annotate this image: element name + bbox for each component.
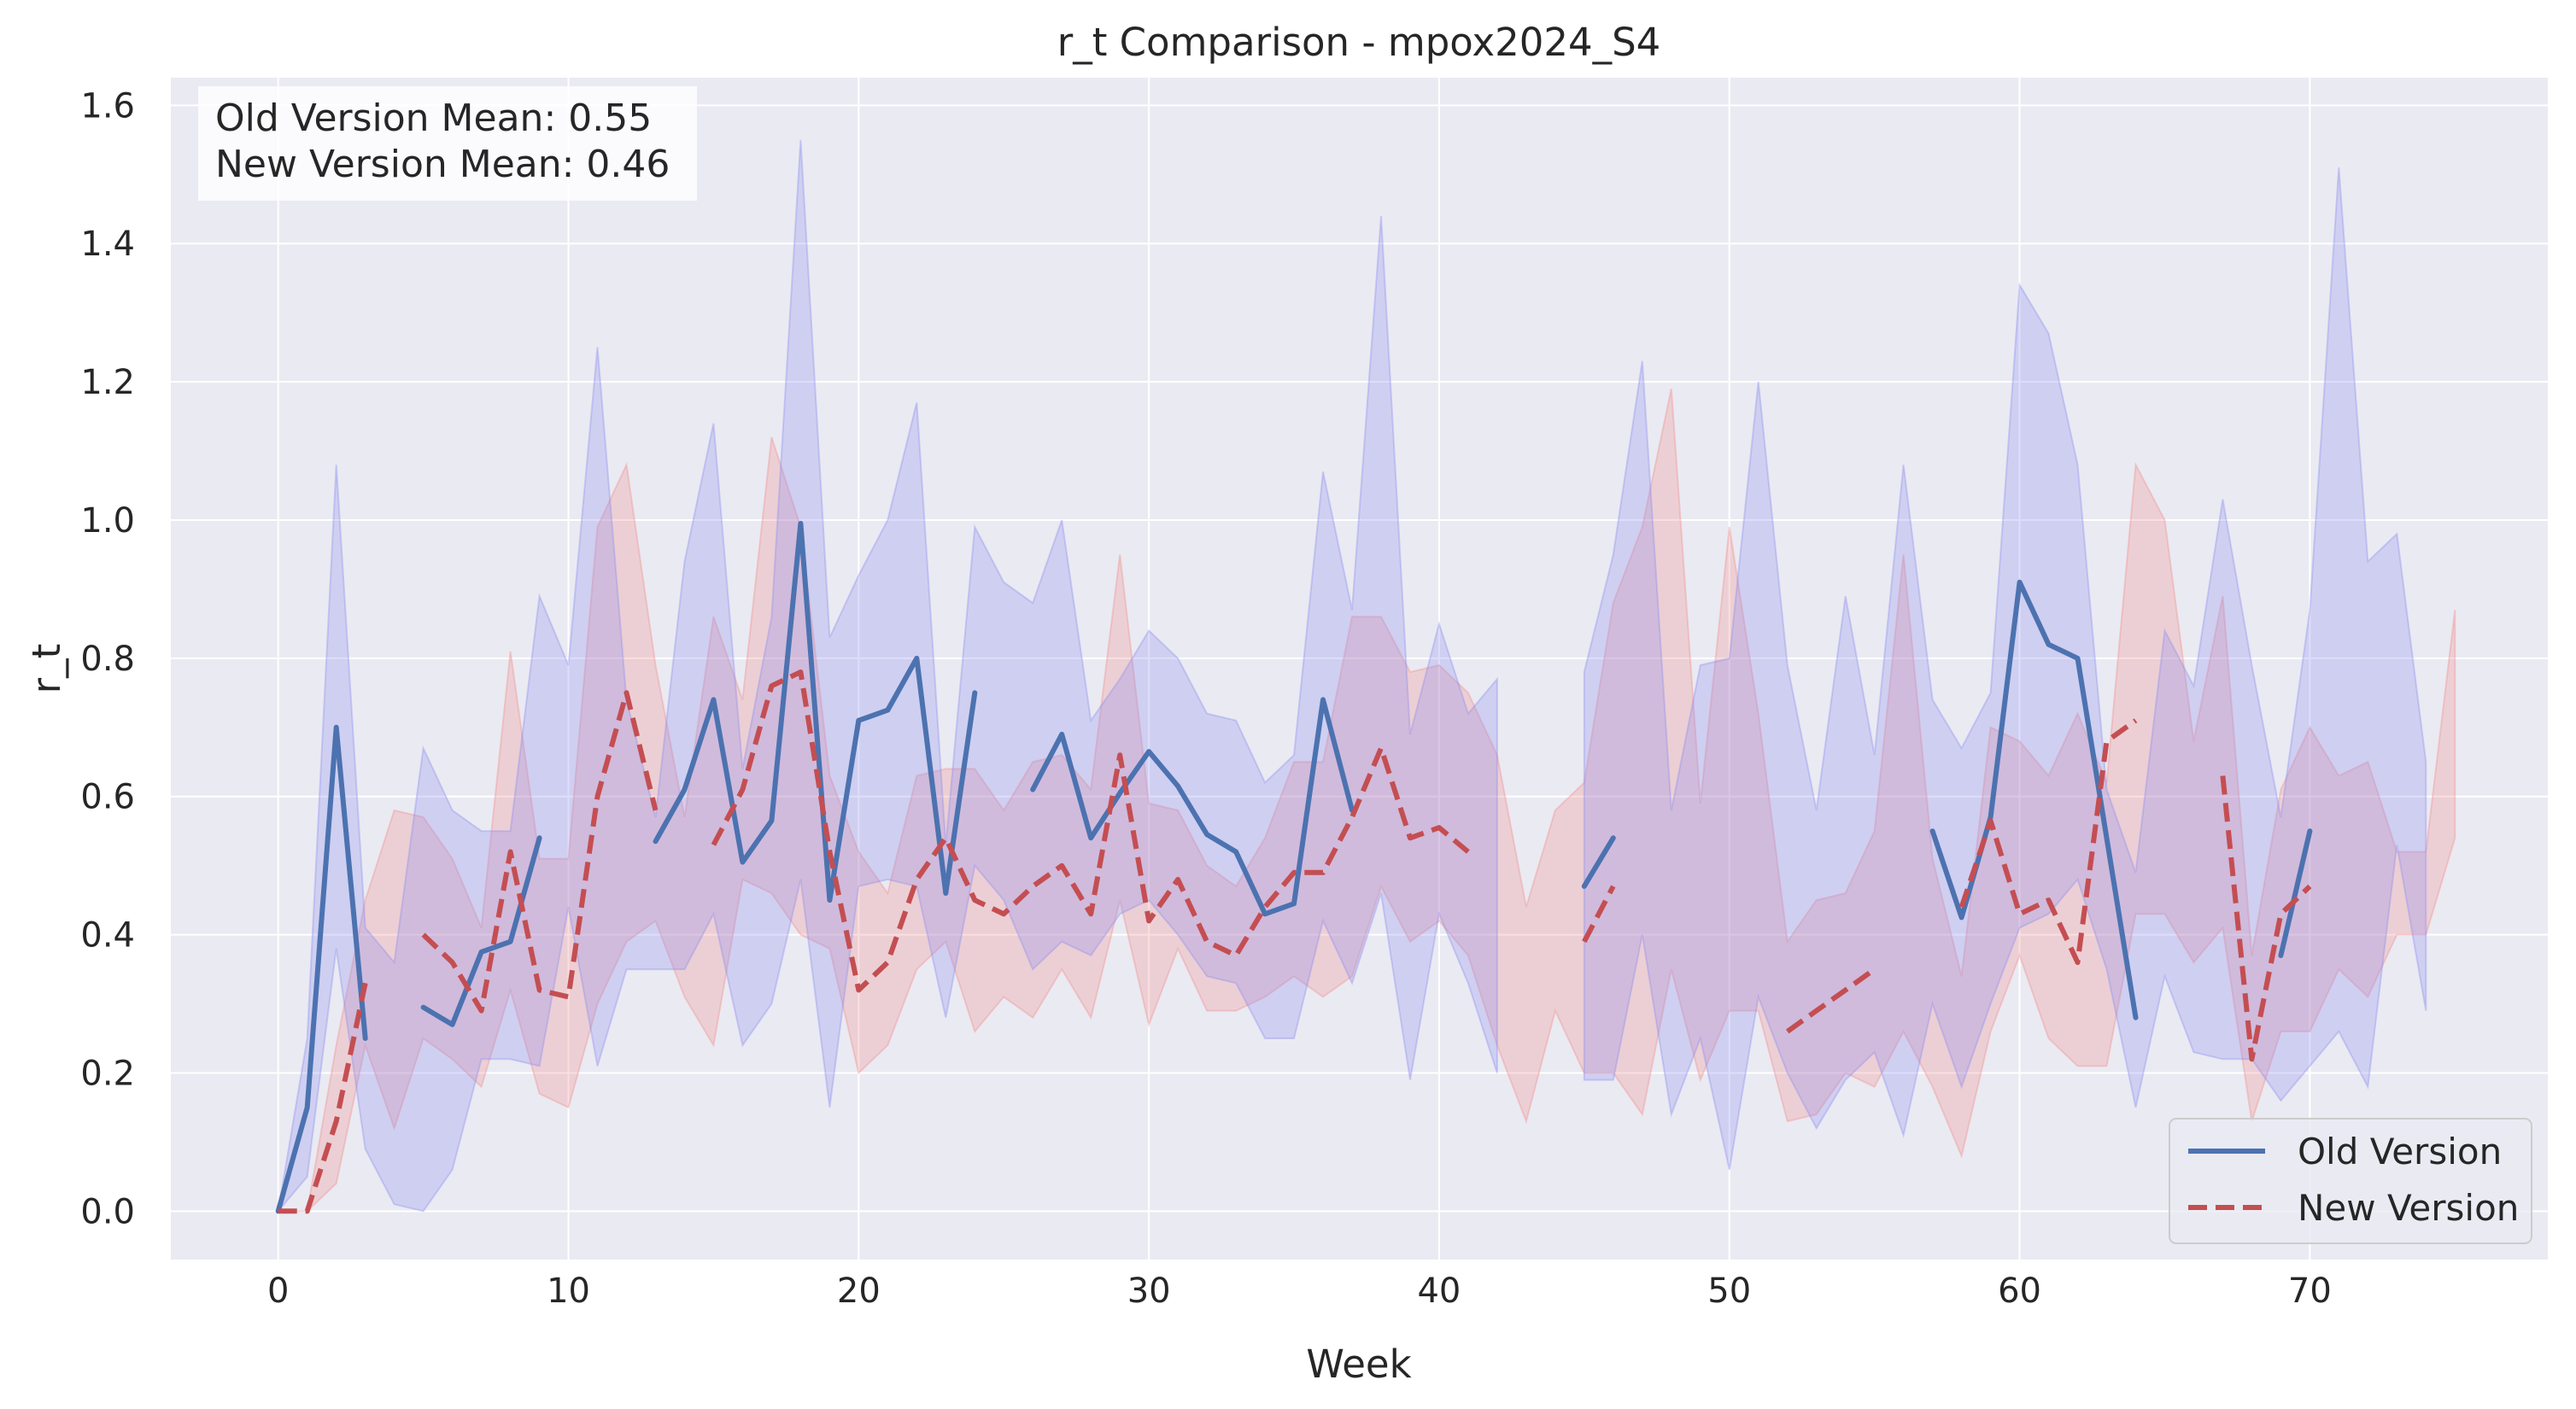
x-tick-label: 30	[1127, 1272, 1171, 1311]
series-line-new-version	[421, 690, 659, 1014]
confidence-band-old-version	[1583, 167, 2427, 1171]
confidence-bands	[277, 139, 2456, 1214]
series-line-new-version	[1958, 718, 2138, 965]
x-tick-label: 70	[2288, 1272, 2332, 1311]
x-tick-label: 20	[837, 1272, 881, 1311]
y-tick-label: 1.6	[80, 86, 135, 126]
y-tick-label: 1.0	[80, 501, 135, 541]
x-tick-label: 10	[547, 1272, 590, 1311]
x-tick-label: 60	[1998, 1272, 2041, 1311]
series-line-old-version	[1929, 579, 2139, 1020]
x-tick-label: 0	[267, 1272, 289, 1311]
y-axis-label: r_t	[24, 644, 69, 694]
y-tick-label: 1.2	[80, 363, 135, 402]
x-tick-label: 40	[1417, 1272, 1461, 1311]
y-tick-label: 0.0	[80, 1192, 135, 1231]
x-axis-label: Week	[1306, 1342, 1411, 1387]
chart-title: r_t Comparison - mpox2024_S4	[1057, 20, 1661, 65]
y-tick-label: 0.2	[80, 1054, 135, 1093]
plot-area	[171, 78, 2548, 1260]
y-tick-label: 0.6	[80, 778, 135, 817]
series-line-old-version	[1030, 697, 1355, 917]
series-line-old-version	[275, 724, 368, 1214]
y-axis-ticks: 0.0 0.2 0.4 0.6 0.8 1.0 1.2 1.4 1.6	[80, 86, 135, 1231]
series-line-new-version	[278, 982, 368, 1214]
series-lines	[275, 521, 2313, 1214]
series-line-old-version	[1581, 835, 1616, 889]
legend: Old Version New Version	[2169, 1118, 2532, 1244]
legend-label-new-version: New Version	[2298, 1187, 2519, 1229]
series-line-old-version	[2278, 828, 2313, 958]
series-line-new-version	[711, 669, 1470, 993]
y-tick-label: 0.4	[80, 916, 135, 956]
series-line-new-version	[2220, 775, 2312, 1062]
stats-box: Old Version Mean: 0.55 New Version Mean:…	[198, 86, 697, 201]
series-line-new-version	[1785, 967, 1876, 1034]
confidence-band-old-version	[277, 139, 1498, 1214]
grid	[171, 78, 2548, 1260]
y-tick-label: 1.4	[80, 225, 135, 264]
series-line-old-version	[653, 521, 978, 903]
series-line-new-version	[1582, 885, 1616, 944]
legend-label-old-version: Old Version	[2298, 1131, 2502, 1172]
stats-box-background	[198, 86, 697, 201]
stats-old-mean: Old Version Mean: 0.55	[215, 96, 652, 140]
stats-new-mean: New Version Mean: 0.46	[215, 143, 670, 186]
y-tick-label: 0.8	[80, 640, 135, 679]
confidence-band-new-version	[278, 388, 2456, 1213]
x-tick-label: 50	[1707, 1272, 1751, 1311]
x-axis-ticks: 0 10 20 30 40 50 60 70	[267, 1272, 2332, 1311]
